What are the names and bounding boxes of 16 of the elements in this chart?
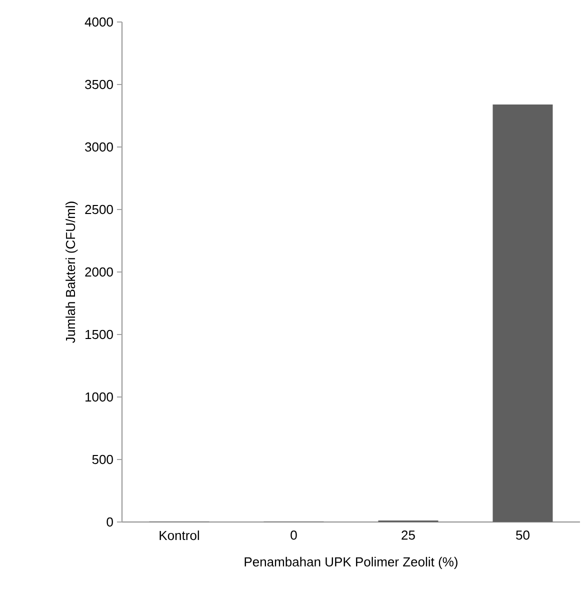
y-tick-label: 0 — [106, 517, 113, 527]
y-tick-label: 3500 — [85, 80, 113, 90]
y-tick-label: 2000 — [85, 267, 113, 277]
y-axis-title: Jumlah Bakteri (CFU/ml) — [66, 202, 78, 343]
y-tick-label: 4000 — [84, 17, 113, 27]
x-tick-label: 25 — [402, 530, 415, 540]
x-tick-label: 0 — [290, 530, 297, 540]
y-tick-label: 1500 — [86, 330, 113, 340]
x-tick-label: Kontrol — [160, 530, 199, 540]
y-tick-label: 500 — [92, 454, 113, 464]
y-tick-label: 1000 — [86, 392, 113, 402]
y-tick-label: 3000 — [85, 142, 113, 152]
x-tick-label: 50 — [516, 530, 530, 540]
bar — [492, 104, 553, 522]
x-axis-title: Penambahan UPK Polimer Zeolit (%) — [244, 556, 458, 570]
y-tick-label: 2500 — [85, 204, 113, 214]
